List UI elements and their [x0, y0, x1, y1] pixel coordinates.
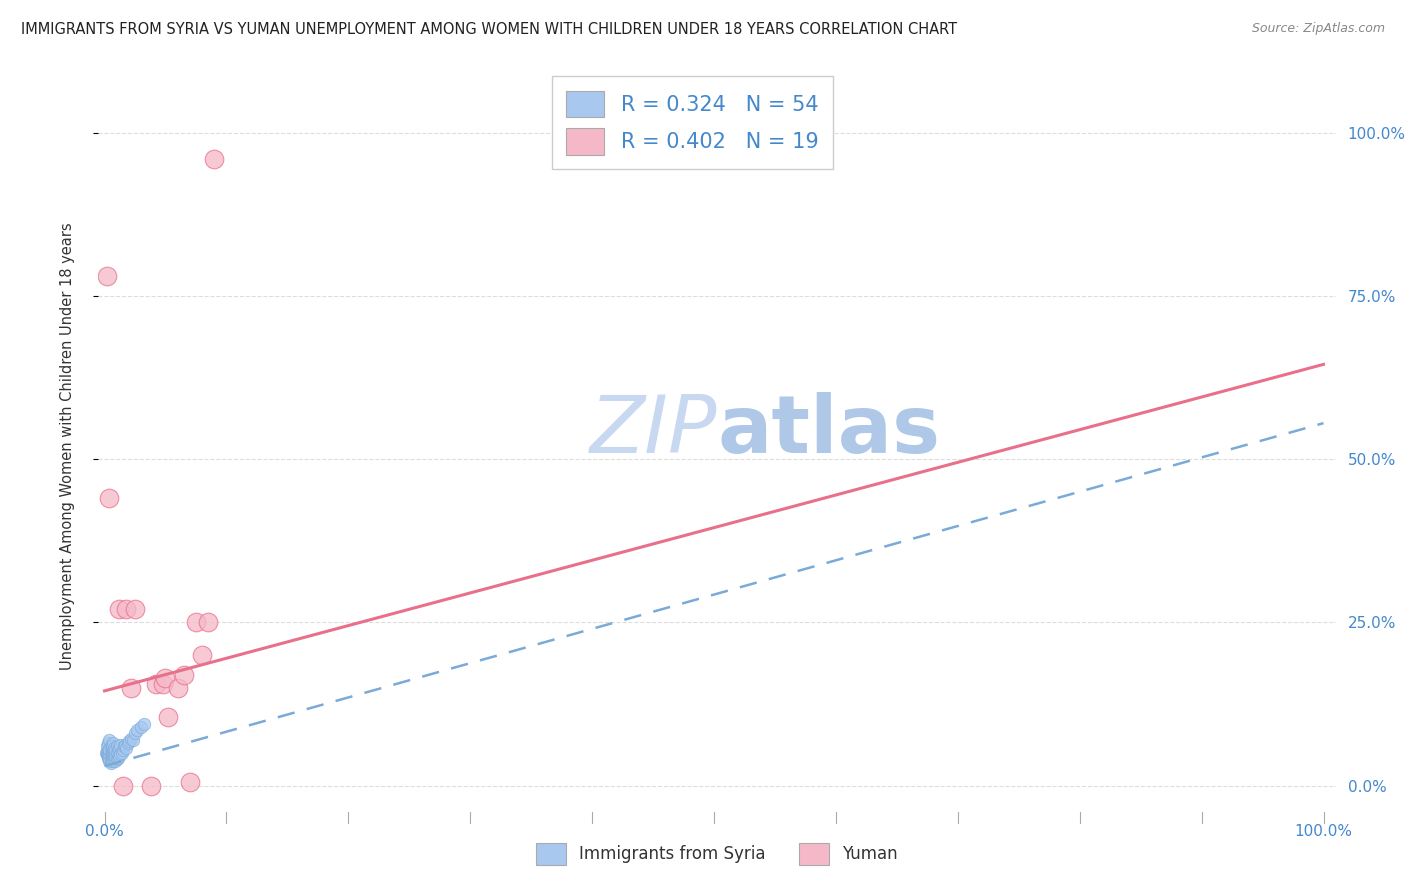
Point	[155, 671, 177, 685]
Point	[156, 710, 179, 724]
Point	[166, 681, 188, 695]
Point	[145, 677, 167, 691]
Point	[94, 746, 117, 760]
Point	[112, 739, 135, 754]
Legend: Immigrants from Syria, Yuman: Immigrants from Syria, Yuman	[527, 835, 907, 873]
Point	[129, 720, 152, 734]
Point	[100, 739, 122, 754]
Point	[110, 746, 132, 760]
Text: atlas: atlas	[717, 392, 941, 470]
Point	[111, 742, 134, 756]
Point	[98, 742, 121, 756]
Point	[105, 739, 128, 754]
Point	[98, 754, 121, 768]
Point	[132, 716, 155, 731]
Point	[117, 736, 139, 750]
Point	[103, 746, 125, 760]
Point	[108, 602, 131, 616]
Point	[173, 667, 195, 681]
Point	[139, 779, 162, 793]
Point	[103, 740, 125, 755]
Y-axis label: Unemployment Among Women with Children Under 18 years: Unemployment Among Women with Children U…	[60, 222, 75, 670]
Point	[107, 742, 129, 756]
Point	[97, 749, 120, 764]
Point	[184, 615, 207, 630]
Text: Source: ZipAtlas.com: Source: ZipAtlas.com	[1251, 22, 1385, 36]
Point	[115, 602, 138, 616]
Point	[97, 736, 120, 750]
Point	[120, 681, 142, 695]
Point	[96, 745, 118, 759]
Point	[118, 734, 141, 748]
Point	[120, 731, 142, 746]
Point	[97, 742, 120, 756]
Point	[105, 752, 128, 766]
Point	[107, 751, 129, 765]
Point	[98, 491, 121, 506]
Point	[105, 746, 128, 760]
Point	[108, 749, 131, 764]
Point	[100, 752, 122, 766]
Point	[101, 747, 124, 762]
Point	[100, 756, 122, 770]
Point	[98, 732, 121, 747]
Point	[115, 740, 138, 755]
Point	[179, 775, 201, 789]
Point	[101, 754, 124, 768]
Point	[96, 269, 118, 284]
Point	[110, 747, 132, 762]
Text: ZIP: ZIP	[589, 392, 717, 470]
Point	[101, 736, 124, 750]
Point	[96, 739, 118, 754]
Point	[101, 742, 124, 756]
Text: IMMIGRANTS FROM SYRIA VS YUMAN UNEMPLOYMENT AMONG WOMEN WITH CHILDREN UNDER 18 Y: IMMIGRANTS FROM SYRIA VS YUMAN UNEMPLOYM…	[21, 22, 957, 37]
Point	[127, 723, 149, 737]
Point	[191, 648, 214, 662]
Point	[124, 602, 146, 616]
Point	[101, 749, 124, 764]
Point	[96, 747, 118, 762]
Point	[97, 746, 120, 760]
Point	[121, 732, 143, 747]
Point	[98, 752, 121, 766]
Point	[101, 752, 124, 766]
Point	[108, 740, 131, 755]
Point	[104, 754, 127, 768]
Point	[104, 742, 127, 756]
Point	[103, 751, 125, 765]
Point	[100, 746, 122, 760]
Point	[111, 779, 134, 793]
Point	[98, 747, 121, 762]
Point	[152, 677, 174, 691]
Point	[101, 745, 124, 759]
Point	[101, 739, 124, 754]
Point	[114, 738, 136, 752]
Point	[104, 749, 127, 764]
Point	[124, 726, 146, 740]
Point	[110, 738, 132, 752]
Point	[202, 152, 225, 166]
Point	[197, 615, 219, 630]
Point	[97, 751, 120, 765]
